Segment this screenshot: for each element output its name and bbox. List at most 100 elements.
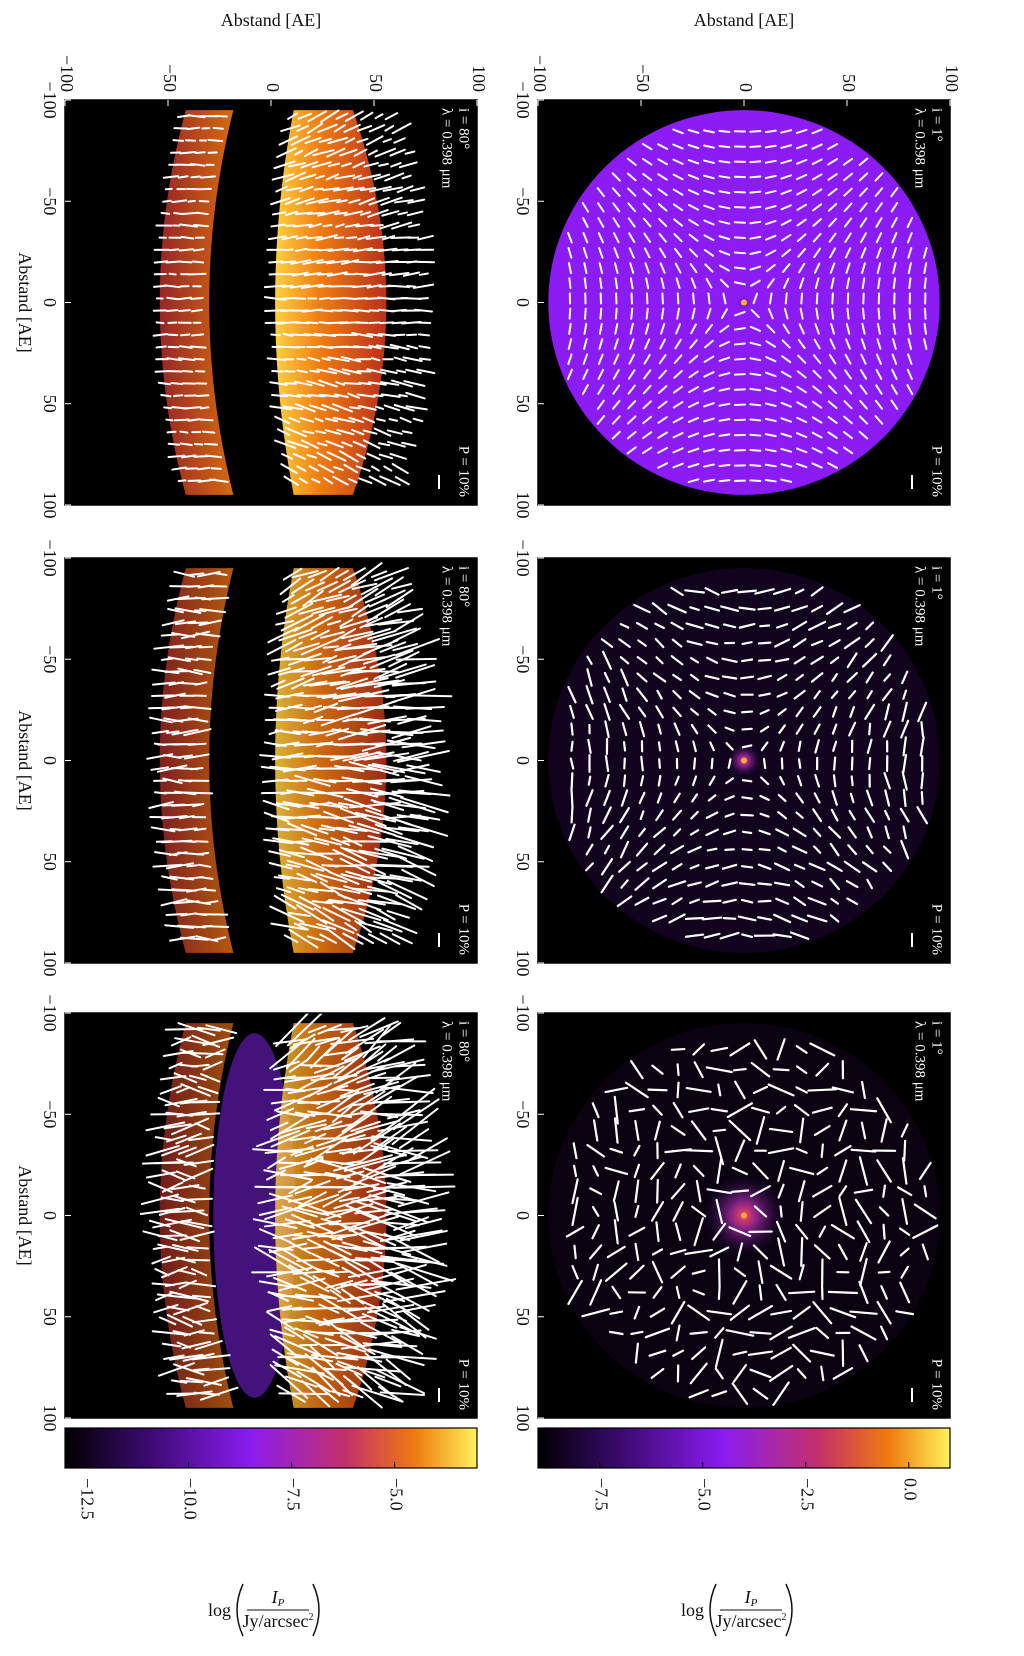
polarization-vector [264, 1202, 311, 1221]
polarization-vector [192, 223, 210, 228]
polarization-vector [814, 773, 821, 788]
polarization-vector [706, 847, 718, 852]
polarization-vector [827, 622, 842, 629]
polarization-vector [827, 143, 838, 151]
polarization-vector [362, 1167, 412, 1183]
polarization-vector [354, 1372, 373, 1391]
polarization-vector [884, 703, 891, 721]
polarization-vector [749, 325, 761, 332]
image [139, 1013, 457, 1409]
polarization-vector [587, 826, 592, 839]
polarization-vector [160, 1144, 190, 1157]
polarization-vector [652, 897, 667, 905]
polarization-vector [157, 381, 171, 386]
polarization-vector [633, 1305, 641, 1320]
polarization-vector [275, 606, 297, 615]
polarization-vector [363, 271, 386, 277]
polarization-vector [327, 1270, 350, 1274]
polarization-vector [161, 619, 185, 627]
polarization-vector [273, 1276, 307, 1292]
polarization-vector [692, 1043, 706, 1056]
polarization-vector [741, 779, 753, 783]
polarization-vector [275, 185, 288, 193]
polarization-vector [626, 446, 637, 455]
polarization-vector [303, 272, 322, 277]
polarization-vector [759, 725, 770, 733]
polarization-vector [314, 1120, 343, 1133]
polarization-vector [383, 404, 401, 412]
polarization-vector [902, 753, 908, 774]
polarization-vector [749, 372, 762, 377]
polarization-vector [890, 217, 898, 228]
polarization-vector [642, 187, 653, 197]
polarization-vector [152, 1245, 169, 1251]
polarization-vector [340, 677, 389, 690]
polarization-vector [268, 1242, 308, 1254]
polarization-vector [315, 174, 325, 180]
polarization-vector [327, 801, 349, 809]
polarization-vector [299, 173, 317, 181]
polarization-vector [162, 175, 179, 179]
polarization-vector [347, 1266, 404, 1279]
polarization-vector [284, 1326, 305, 1340]
polarization-vector [813, 1124, 831, 1136]
polarization-vector [566, 368, 573, 381]
polarization-vector [876, 1300, 892, 1325]
x-tick-label: −50 [513, 1100, 533, 1128]
polarization-vector [311, 1366, 341, 1397]
polarization-vector [691, 793, 699, 803]
polarization-vector [752, 1085, 769, 1095]
polarization-vector [152, 863, 183, 868]
polarization-vector [689, 864, 700, 870]
polarization-vector [722, 898, 737, 904]
polarization-vector [269, 381, 288, 386]
polarization-vector [638, 827, 646, 838]
polarization-vector [922, 247, 928, 259]
polarization-vector [179, 150, 197, 155]
polarization-vector [339, 618, 354, 628]
polarization-vector [642, 431, 653, 440]
polarization-vector [341, 907, 382, 922]
polarization-vector [923, 338, 928, 350]
polarization-vector [827, 202, 838, 212]
polarization-vector [393, 1216, 430, 1231]
polarization-vector [674, 775, 680, 786]
polarization-vector [393, 613, 424, 633]
polarization-vector [359, 1282, 394, 1287]
polarization-vector [795, 1045, 808, 1054]
polarization-vector [373, 394, 384, 398]
polarization-vector [612, 202, 621, 213]
polarization-vector [377, 247, 398, 252]
polarization-vector [670, 1182, 686, 1200]
polarization-vector [298, 895, 322, 909]
polarization-vector [581, 384, 589, 395]
polarization-vector [180, 912, 198, 917]
polarization-vector [325, 1027, 359, 1032]
polarization-vector [362, 653, 396, 665]
polarization-vector [280, 260, 297, 264]
polarization-vector [843, 202, 853, 213]
polarization-vector [730, 1189, 750, 1193]
polarization-vector [657, 741, 662, 752]
polarization-vector [342, 296, 357, 301]
polarization-vector [358, 849, 399, 858]
polarization-vector [371, 762, 426, 775]
polarization-vector [849, 1310, 878, 1315]
polarization-vector [808, 620, 827, 631]
polarization-vector [689, 262, 698, 274]
polarization-vector [390, 1271, 437, 1298]
polarization-vector [201, 596, 230, 601]
polarization-vector [764, 433, 777, 438]
polarization-vector [325, 727, 350, 737]
polarization-vector [286, 886, 306, 894]
polarization-vector [725, 777, 735, 785]
polarization-vector [634, 1119, 640, 1141]
polarization-vector [797, 740, 802, 753]
polarization-vector [687, 174, 700, 180]
polarization-vector [820, 1143, 824, 1159]
polarization-vector [391, 463, 409, 475]
polarization-vector [705, 880, 720, 888]
polarization-vector [321, 404, 339, 412]
polarization-vector [326, 451, 347, 462]
polarization-vector [393, 1193, 430, 1205]
